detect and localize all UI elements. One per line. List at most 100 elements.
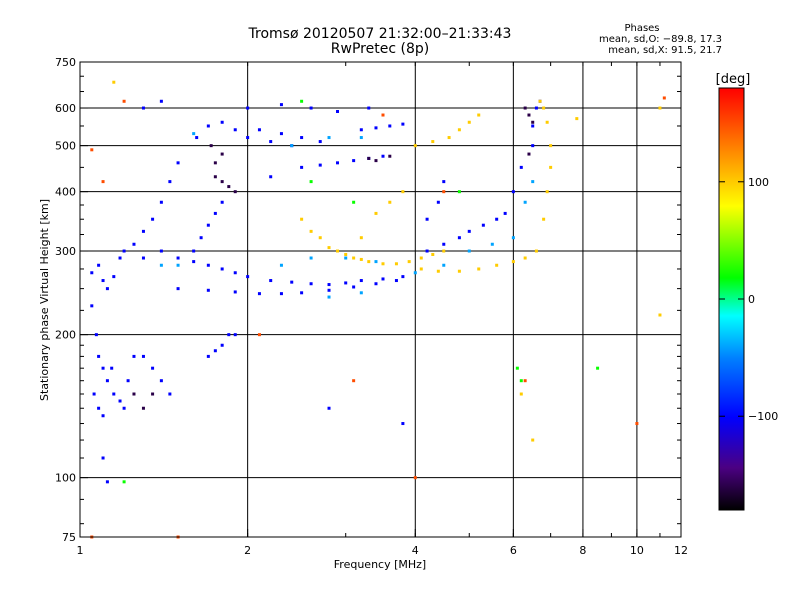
data-point [233, 271, 237, 275]
data-point [635, 422, 639, 426]
data-point [503, 211, 507, 215]
data-point [159, 379, 163, 383]
data-point [523, 379, 527, 383]
data-point [220, 343, 224, 347]
data-point [269, 175, 273, 179]
colorbar-tick-label: −100 [748, 410, 778, 423]
data-point [545, 120, 549, 124]
data-point [344, 281, 348, 285]
y-tick-label: 600 [55, 102, 76, 115]
y-axis-label: Stationary phase Virtual Height [km] [38, 199, 51, 401]
y-tick-label: 500 [55, 140, 76, 153]
data-point [344, 256, 348, 260]
data-point [542, 217, 546, 221]
data-point [246, 136, 250, 140]
data-point [327, 288, 331, 292]
data-point [596, 366, 600, 370]
data-point [112, 275, 116, 279]
data-point [431, 252, 435, 256]
data-point [206, 223, 210, 227]
data-point [122, 406, 126, 410]
data-point [257, 333, 261, 337]
y-tick-label: 100 [55, 472, 76, 485]
y-tick-label: 400 [55, 186, 76, 199]
data-point [401, 275, 405, 279]
plot-frame [79, 61, 682, 538]
x-tick-label: 1 [77, 544, 84, 557]
data-point [388, 154, 392, 158]
data-point [662, 96, 666, 100]
phases-header: Phases [624, 23, 659, 34]
data-point [374, 211, 378, 215]
data-point [233, 190, 237, 194]
data-point [457, 190, 461, 194]
data-point [151, 217, 155, 221]
data-point [122, 480, 126, 484]
data-point [401, 422, 405, 426]
data-point [549, 165, 553, 169]
data-point [381, 277, 385, 281]
data-point [206, 263, 210, 267]
data-point [344, 252, 348, 256]
data-point [118, 399, 122, 403]
grid-layer [80, 62, 681, 537]
colorbar-tick-label: 0 [748, 293, 755, 306]
data-point [300, 136, 304, 140]
x-tick-label: 2 [244, 544, 251, 557]
data-point [527, 113, 531, 117]
data-point [97, 263, 101, 267]
data-point [105, 480, 109, 484]
y-tick-label: 750 [55, 56, 76, 69]
data-point [318, 140, 322, 144]
data-point [206, 354, 210, 358]
x-tick-label: 10 [630, 544, 644, 557]
data-point [442, 249, 446, 253]
data-point [477, 267, 481, 271]
data-point [442, 190, 446, 194]
data-point [511, 260, 515, 264]
data-point [534, 106, 538, 110]
data-point [151, 366, 155, 370]
data-point [381, 154, 385, 158]
data-point [300, 165, 304, 169]
data-point [233, 128, 237, 132]
data-point [112, 392, 116, 396]
data-point [575, 117, 579, 121]
data-point [90, 148, 94, 152]
data-point [257, 128, 261, 132]
data-point [327, 246, 331, 250]
data-point [151, 392, 155, 396]
data-point [381, 262, 385, 266]
chart-subtitle: RwPretec (8p) [331, 41, 429, 57]
data-point [481, 223, 485, 227]
data-point [531, 438, 535, 442]
data-point [425, 249, 429, 253]
data-point [447, 136, 451, 140]
data-point [436, 269, 440, 273]
data-point [367, 106, 371, 110]
data-point [531, 180, 535, 184]
data-point [519, 392, 523, 396]
data-point [141, 229, 145, 233]
data-point [101, 180, 105, 184]
data-point [279, 132, 283, 136]
data-point [227, 333, 231, 337]
data-point [122, 249, 126, 253]
data-point [407, 260, 411, 264]
data-point [309, 229, 313, 233]
data-point [94, 333, 98, 337]
data-point [425, 217, 429, 221]
data-point [381, 113, 385, 117]
data-point [359, 236, 363, 240]
data-point [318, 236, 322, 240]
data-point [227, 185, 231, 189]
data-point [141, 354, 145, 358]
data-point [467, 229, 471, 233]
data-point [523, 106, 527, 110]
data-point [118, 256, 122, 260]
data-point [209, 144, 213, 148]
data-point [523, 256, 527, 260]
data-point [515, 366, 519, 370]
data-point [192, 132, 196, 136]
data-point [110, 366, 114, 370]
